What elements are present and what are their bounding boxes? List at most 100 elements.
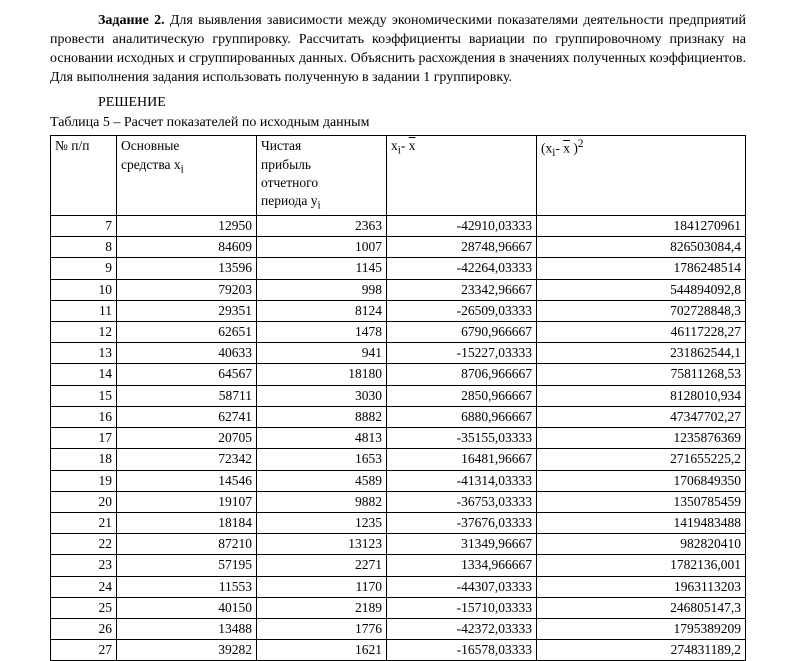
cell-x: 62651 — [117, 321, 257, 342]
cell-x: 18184 — [117, 512, 257, 533]
cell-num: 9 — [51, 258, 117, 279]
cell-y: 8124 — [257, 300, 387, 321]
solution-heading: РЕШЕНИЕ — [50, 94, 746, 113]
cell-diff: 8706,966667 — [387, 364, 537, 385]
cell-num: 13 — [51, 343, 117, 364]
cell-y: 13123 — [257, 534, 387, 555]
table-row: 11293518124-26509,03333702728848,3 — [51, 300, 746, 321]
cell-x: 29351 — [117, 300, 257, 321]
cell-num: 19 — [51, 470, 117, 491]
table-row: 9135961145-42264,033331786248514 — [51, 258, 746, 279]
cell-diff-sq: 246805147,3 — [537, 597, 746, 618]
cell-diff-sq: 1419483488 — [537, 512, 746, 533]
cell-diff-sq: 1235876369 — [537, 428, 746, 449]
cell-x: 57195 — [117, 555, 257, 576]
table-row: 126265114786790,96666746117228,27 — [51, 321, 746, 342]
cell-diff-sq: 1786248514 — [537, 258, 746, 279]
cell-x: 12950 — [117, 215, 257, 236]
col-header-diff: xi- x — [387, 136, 537, 216]
cell-num: 26 — [51, 619, 117, 640]
cell-num: 25 — [51, 597, 117, 618]
cell-num: 20 — [51, 491, 117, 512]
cell-num: 27 — [51, 640, 117, 661]
cell-diff-sq: 1795389209 — [537, 619, 746, 640]
table-row: 20191079882-36753,033331350785459 — [51, 491, 746, 512]
cell-diff-sq: 982820410 — [537, 534, 746, 555]
cell-y: 998 — [257, 279, 387, 300]
cell-x: 19107 — [117, 491, 257, 512]
cell-diff: 2850,966667 — [387, 385, 537, 406]
cell-diff-sq: 271655225,2 — [537, 449, 746, 470]
table-caption: Таблица 5 – Расчет показателей по исходн… — [50, 114, 746, 133]
cell-y: 3030 — [257, 385, 387, 406]
table-row: 25401502189-15710,03333246805147,3 — [51, 597, 746, 618]
cell-diff-sq: 1963113203 — [537, 576, 746, 597]
table-row: 22872101312331349,96667982820410 — [51, 534, 746, 555]
cell-x: 40633 — [117, 343, 257, 364]
cell-y: 941 — [257, 343, 387, 364]
cell-x: 84609 — [117, 237, 257, 258]
table-row: 107920399823342,96667544894092,8 — [51, 279, 746, 300]
table-row: 21181841235-37676,033331419483488 — [51, 512, 746, 533]
table-row: 19145464589-41314,033331706849350 — [51, 470, 746, 491]
cell-diff: 6880,966667 — [387, 406, 537, 427]
cell-y: 1235 — [257, 512, 387, 533]
cell-y: 1170 — [257, 576, 387, 597]
cell-diff: -15710,03333 — [387, 597, 537, 618]
cell-x: 64567 — [117, 364, 257, 385]
cell-num: 16 — [51, 406, 117, 427]
cell-diff-sq: 1706849350 — [537, 470, 746, 491]
cell-diff-sq: 1841270961 — [537, 215, 746, 236]
table-row: 884609100728748,96667826503084,4 — [51, 237, 746, 258]
cell-y: 2189 — [257, 597, 387, 618]
cell-y: 1621 — [257, 640, 387, 661]
cell-diff: 28748,96667 — [387, 237, 537, 258]
cell-y: 8882 — [257, 406, 387, 427]
cell-diff-sq: 1350785459 — [537, 491, 746, 512]
cell-y: 1007 — [257, 237, 387, 258]
cell-diff-sq: 75811268,53 — [537, 364, 746, 385]
table-row: 26134881776-42372,033331795389209 — [51, 619, 746, 640]
col-header-y: Чистая прибыль отчетного периода yi — [257, 136, 387, 216]
table-body: 7129502363-42910,03333184127096188460910… — [51, 215, 746, 661]
cell-diff: -37676,03333 — [387, 512, 537, 533]
cell-diff-sq: 826503084,4 — [537, 237, 746, 258]
cell-y: 4589 — [257, 470, 387, 491]
cell-diff: 31349,96667 — [387, 534, 537, 555]
cell-diff-sq: 1782136,001 — [537, 555, 746, 576]
cell-x: 20705 — [117, 428, 257, 449]
table-row: 17207054813-35155,033331235876369 — [51, 428, 746, 449]
cell-y: 1653 — [257, 449, 387, 470]
cell-num: 22 — [51, 534, 117, 555]
cell-diff: -42910,03333 — [387, 215, 537, 236]
cell-num: 7 — [51, 215, 117, 236]
cell-num: 10 — [51, 279, 117, 300]
cell-y: 1145 — [257, 258, 387, 279]
cell-diff: -42372,03333 — [387, 619, 537, 640]
cell-y: 2363 — [257, 215, 387, 236]
cell-num: 11 — [51, 300, 117, 321]
cell-diff: -16578,03333 — [387, 640, 537, 661]
cell-y: 1776 — [257, 619, 387, 640]
cell-y: 4813 — [257, 428, 387, 449]
cell-diff-sq: 47347702,27 — [537, 406, 746, 427]
cell-x: 40150 — [117, 597, 257, 618]
table-row: 155871130302850,9666678128010,934 — [51, 385, 746, 406]
cell-num: 24 — [51, 576, 117, 597]
cell-diff: 6790,966667 — [387, 321, 537, 342]
task-paragraph: Задание 2. Для выявления зависимости меж… — [50, 12, 746, 88]
col-header-x: Основные средства xi — [117, 136, 257, 216]
cell-x: 58711 — [117, 385, 257, 406]
table-header-row: № п/п Основные средства xi Чистая прибыл… — [51, 136, 746, 216]
cell-x: 62741 — [117, 406, 257, 427]
table-row: 166274188826880,96666747347702,27 — [51, 406, 746, 427]
cell-x: 79203 — [117, 279, 257, 300]
data-table: № п/п Основные средства xi Чистая прибыл… — [50, 135, 746, 661]
table-row: 1872342165316481,96667271655225,2 — [51, 449, 746, 470]
table-row: 1340633941-15227,03333231862544,1 — [51, 343, 746, 364]
cell-diff: 16481,96667 — [387, 449, 537, 470]
cell-x: 87210 — [117, 534, 257, 555]
cell-y: 18180 — [257, 364, 387, 385]
cell-diff-sq: 702728848,3 — [537, 300, 746, 321]
task-label: Задание 2. — [50, 13, 165, 28]
